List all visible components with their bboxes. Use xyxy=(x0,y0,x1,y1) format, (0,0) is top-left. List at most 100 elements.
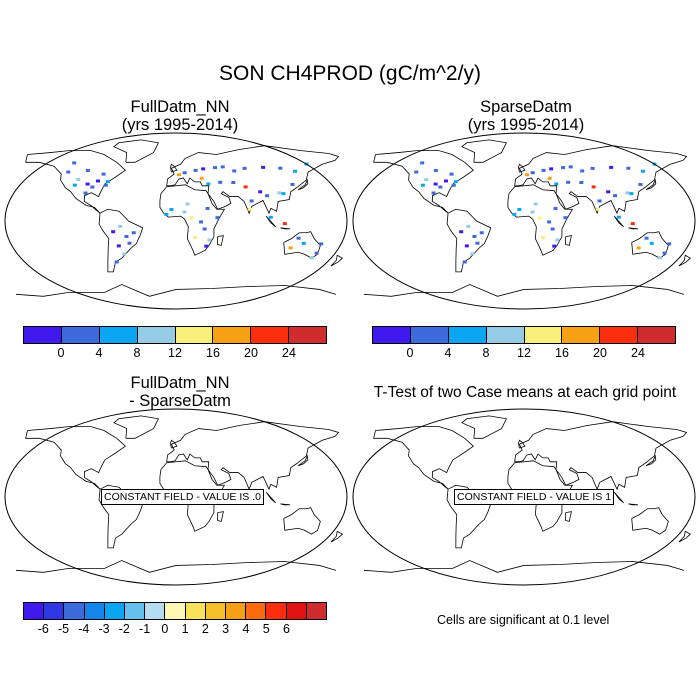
grid-cell xyxy=(644,236,649,240)
grid-cell xyxy=(533,202,538,206)
colorbar-swatch xyxy=(145,603,166,619)
grid-cell xyxy=(309,256,314,260)
colorbar-tick-label: 20 xyxy=(244,346,258,360)
grid-cell xyxy=(590,166,595,170)
colorbar-fulldatm-nn-ticks: 0 4 8 12 16 20 24 xyxy=(23,346,327,362)
colorbar-tick-label: 4 xyxy=(444,346,452,360)
coastline xyxy=(330,254,344,267)
grid-cell xyxy=(242,166,247,170)
grid-cell xyxy=(124,234,129,238)
grid-cell xyxy=(118,224,123,228)
coastline xyxy=(330,530,344,543)
map-sparsedatm xyxy=(352,132,696,310)
panel2-title-line2: (yrs 1995-2014) xyxy=(467,116,585,134)
grid-cell xyxy=(72,183,77,187)
map-difference xyxy=(4,408,348,586)
grid-cell xyxy=(553,206,558,210)
grid-cell xyxy=(541,168,546,172)
grid-cell xyxy=(185,202,190,206)
grid-cell xyxy=(213,166,218,170)
colorbar-tick-label: 8 xyxy=(133,346,141,360)
colorbar-tick-label: 24 xyxy=(631,346,645,360)
colorbar-tick-label: -1 xyxy=(139,622,151,636)
colorbar-tick-label: 16 xyxy=(206,346,220,360)
grid-cell xyxy=(649,241,654,245)
grid-cell xyxy=(220,165,225,169)
grid-cell xyxy=(462,260,467,264)
coastline xyxy=(265,491,277,504)
grid-cell xyxy=(202,227,207,231)
colorbar-swatch xyxy=(562,327,601,343)
grid-cell xyxy=(479,231,484,235)
coastline xyxy=(363,284,685,297)
coastline xyxy=(280,227,290,230)
coastline xyxy=(446,208,492,273)
coastline xyxy=(170,439,178,449)
colorbar-difference-ticks: -6 -5 -4 -3 -2 -1 0 1 2 3 4 5 6 xyxy=(23,622,327,638)
grid-cell xyxy=(243,185,248,189)
panel4-title-line1: T-Test of two Case means at each grid po… xyxy=(373,384,677,401)
colorbar-tick-label: 24 xyxy=(282,346,296,360)
coastline xyxy=(113,139,159,163)
grid-cell xyxy=(218,180,223,184)
grid-cell xyxy=(201,167,206,171)
panel3-title-line2: - SparseDatm xyxy=(129,392,231,410)
colorbar-tick-label: -3 xyxy=(98,622,110,636)
grid-cell xyxy=(288,246,293,250)
colorbar-swatch xyxy=(205,603,227,619)
grid-cell xyxy=(101,172,106,176)
grid-cell xyxy=(537,216,542,220)
coastline xyxy=(565,511,572,522)
coastline xyxy=(98,208,144,273)
panel2-title: SparseDatm (yrs 1995-2014) xyxy=(376,98,676,134)
colorbar-swatch xyxy=(44,603,65,619)
grid-cell xyxy=(470,252,475,256)
colorbar-swatch xyxy=(410,327,449,343)
grid-cell xyxy=(249,199,254,203)
colorbar-swatch xyxy=(226,603,247,619)
colorbar-swatch xyxy=(286,603,307,619)
colorbar-sparsedatm xyxy=(372,326,676,344)
grid-cell xyxy=(189,216,194,220)
grid-cell xyxy=(85,169,90,173)
grid-cell xyxy=(215,216,220,220)
coastline xyxy=(613,491,625,504)
grid-cell xyxy=(127,241,132,245)
grid-cell xyxy=(281,192,286,196)
grid-cell xyxy=(282,222,287,226)
colorbar-swatch xyxy=(137,327,176,343)
grid-cell xyxy=(530,210,535,214)
colorbar-swatch xyxy=(104,603,126,619)
colorbar-swatch xyxy=(251,327,290,343)
coastline xyxy=(373,426,474,490)
grid-cell xyxy=(550,227,555,231)
constant-field-label-difference: CONSTANT FIELD - VALUE IS .0 xyxy=(101,489,264,505)
grid-cell xyxy=(206,182,211,186)
grid-cell xyxy=(199,220,204,224)
grid-cell xyxy=(630,222,635,226)
panel1-title: FullDatm_NN (yrs 1995-2014) xyxy=(30,98,330,134)
grid-cell xyxy=(199,176,204,180)
colorbar-tick-label: 0 xyxy=(161,622,169,636)
colorbar-swatch xyxy=(61,327,100,343)
grid-cell xyxy=(625,191,630,195)
grid-cell xyxy=(453,180,458,184)
grid-cell xyxy=(111,230,116,234)
grid-cell xyxy=(420,183,425,187)
colorbar-swatch xyxy=(246,603,267,619)
coastline xyxy=(113,415,159,439)
grid-cell xyxy=(205,206,210,210)
colorbar-tick-label: 0 xyxy=(406,346,414,360)
coastline xyxy=(518,439,526,449)
grid-cell xyxy=(90,185,95,189)
panel3-title: FullDatm_NN - SparseDatm xyxy=(30,374,330,410)
grid-cell xyxy=(258,190,263,194)
grid-cell xyxy=(296,236,301,240)
grid-cell xyxy=(319,242,324,246)
coastline xyxy=(159,184,226,256)
colorbar-swatch xyxy=(213,327,252,343)
coastline xyxy=(373,150,474,214)
colorbar-tick-label: 6 xyxy=(282,622,290,636)
colorbar-swatch xyxy=(175,327,214,343)
grid-cell xyxy=(662,251,667,255)
